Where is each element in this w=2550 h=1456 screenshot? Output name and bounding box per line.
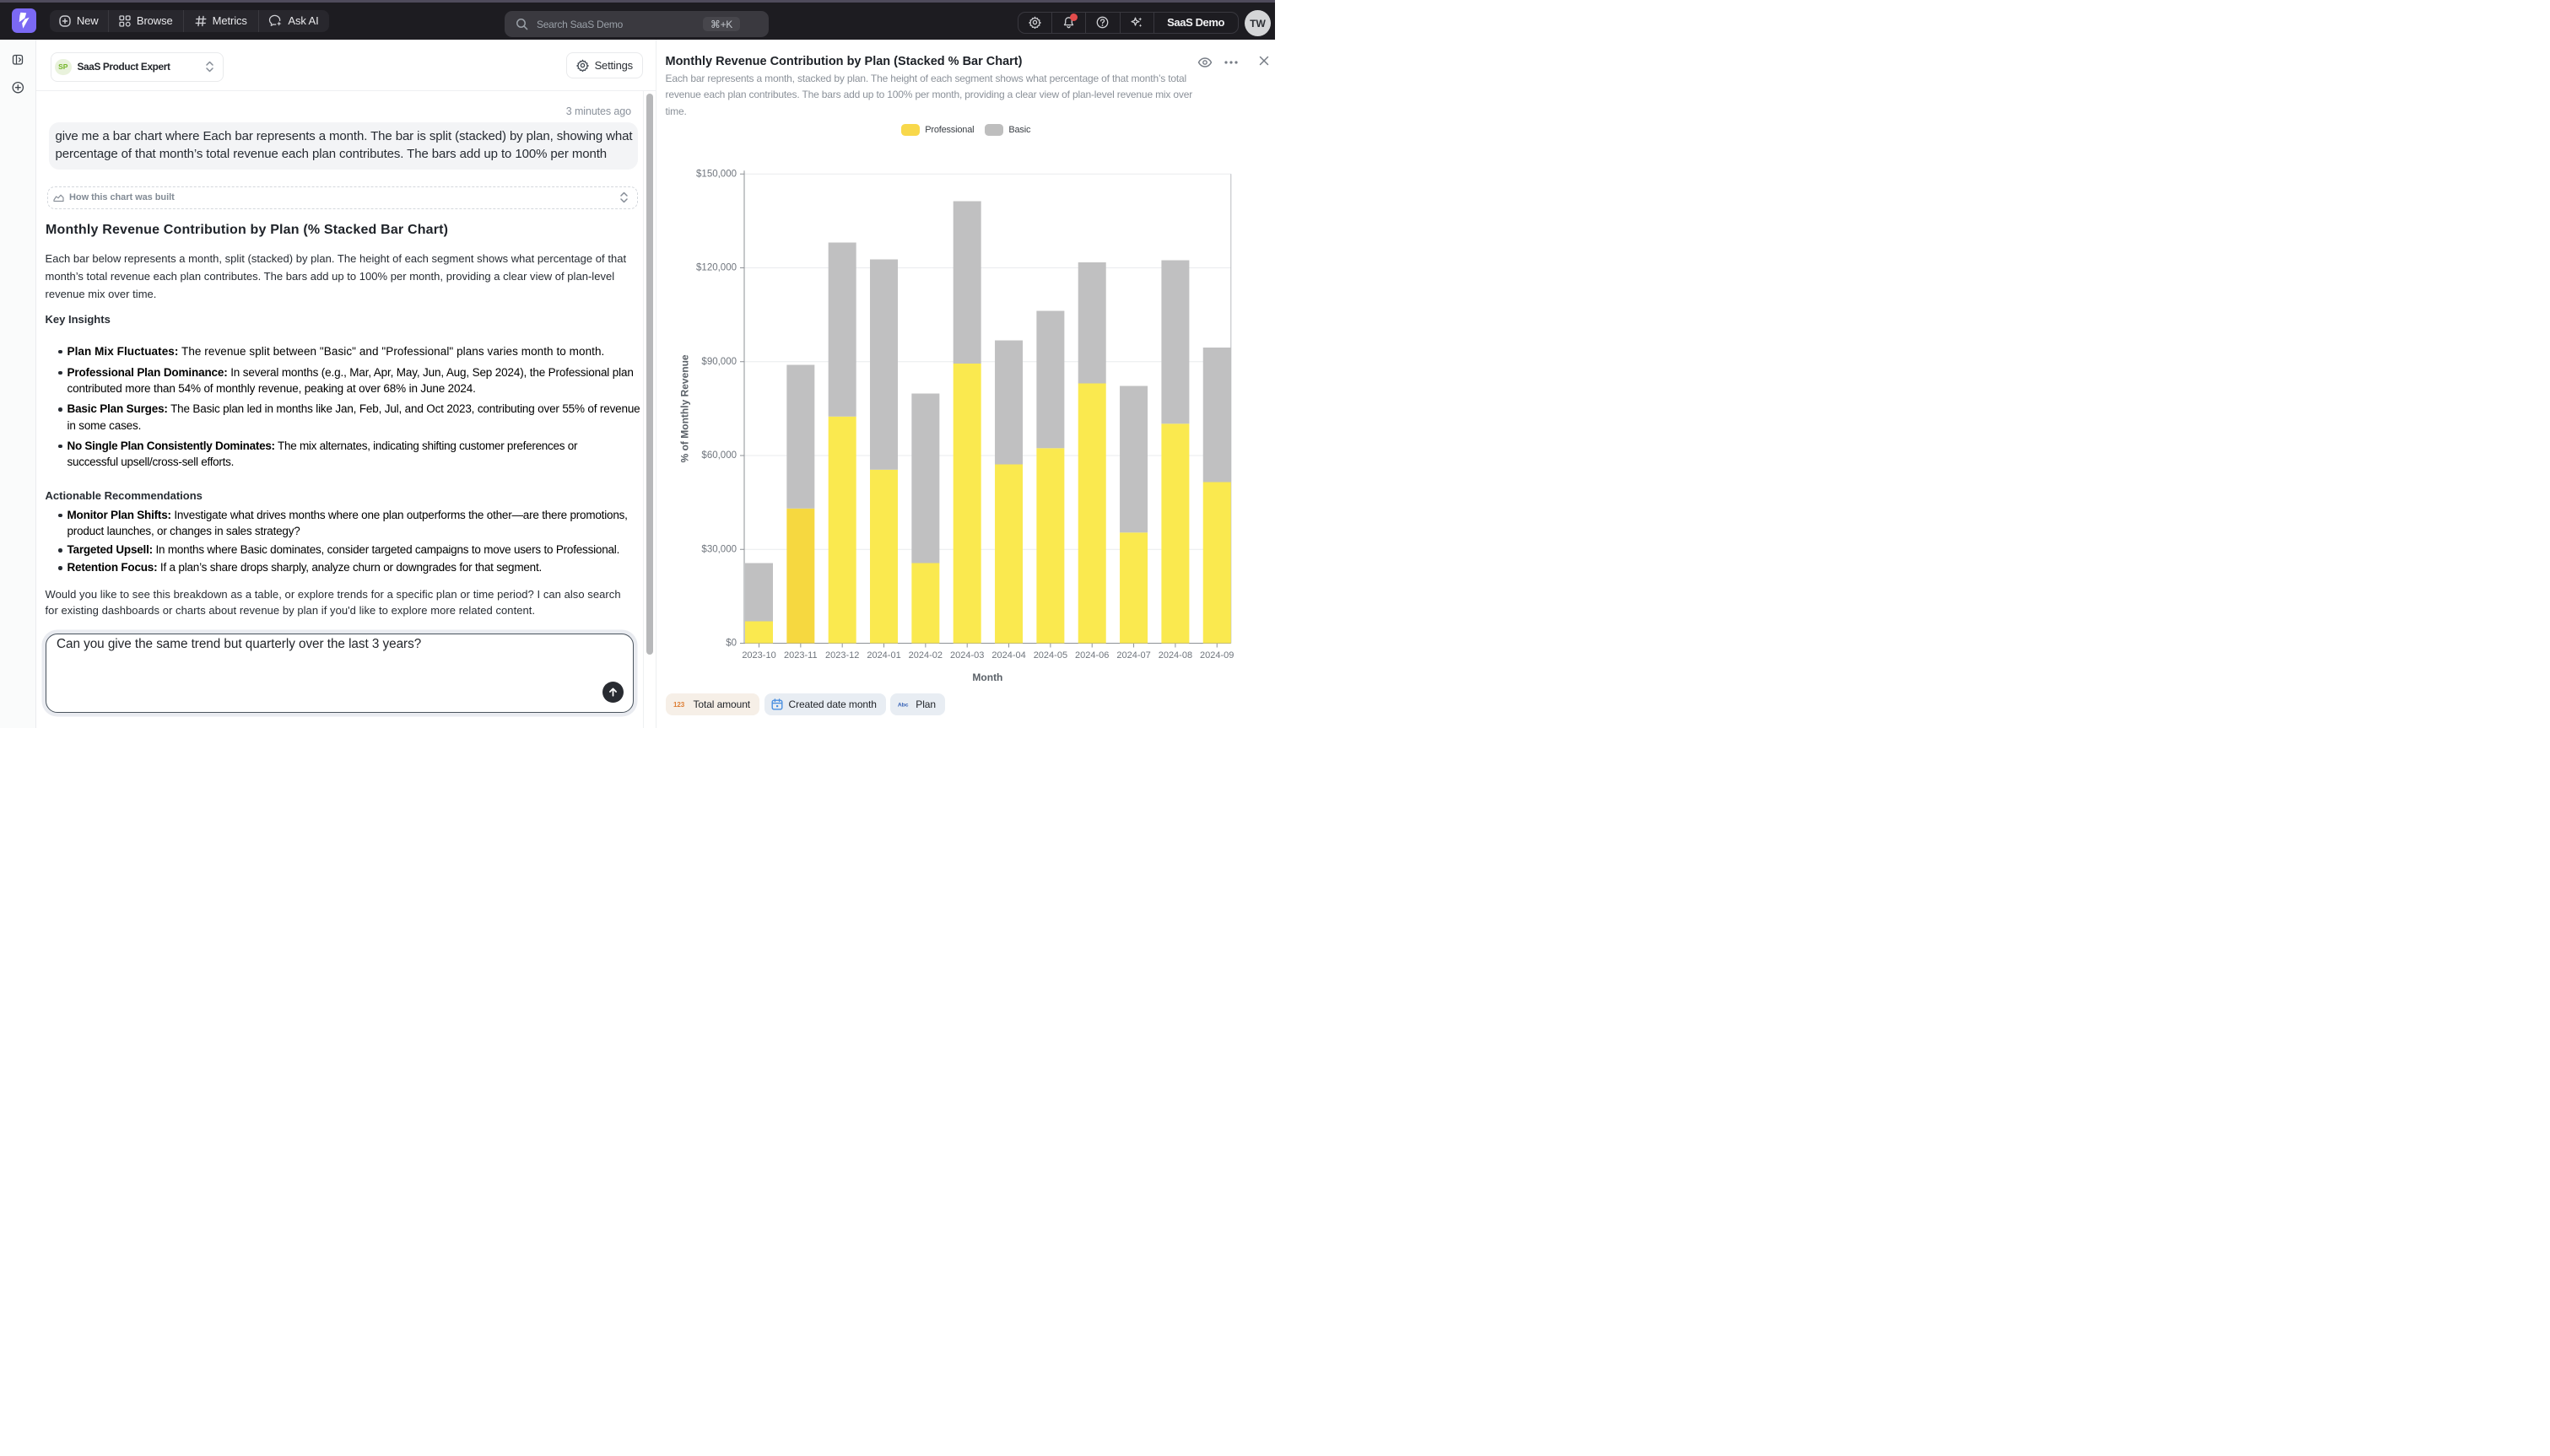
svg-text:2024-05: 2024-05 bbox=[1033, 650, 1067, 661]
svg-text:Month: Month bbox=[972, 671, 1002, 683]
svg-text:$0: $0 bbox=[726, 638, 737, 648]
svg-text:2024-04: 2024-04 bbox=[991, 650, 1025, 661]
svg-text:$150,000: $150,000 bbox=[696, 169, 737, 179]
svg-text:$60,000: $60,000 bbox=[701, 450, 737, 461]
svg-text:2024-06: 2024-06 bbox=[1075, 650, 1109, 661]
svg-text:123: 123 bbox=[673, 701, 685, 709]
svg-text:$120,000: $120,000 bbox=[696, 262, 737, 272]
svg-text:$90,000: $90,000 bbox=[701, 356, 737, 366]
svg-text:2024-07: 2024-07 bbox=[1116, 650, 1150, 661]
svg-text:2024-02: 2024-02 bbox=[908, 650, 942, 661]
svg-text:% of Monthly Revenue: % of Monthly Revenue bbox=[678, 354, 690, 462]
svg-text:2024-01: 2024-01 bbox=[867, 650, 900, 661]
svg-text:2024-09: 2024-09 bbox=[1200, 650, 1234, 661]
svg-text:2023-11: 2023-11 bbox=[784, 650, 818, 661]
svg-text:2024-08: 2024-08 bbox=[1158, 650, 1191, 661]
svg-text:2024-03: 2024-03 bbox=[950, 650, 984, 661]
svg-text:$30,000: $30,000 bbox=[701, 544, 737, 554]
svg-text:2023-12: 2023-12 bbox=[824, 650, 858, 661]
svg-text:2023-10: 2023-10 bbox=[742, 650, 775, 661]
svg-text:Abc: Abc bbox=[898, 702, 909, 708]
